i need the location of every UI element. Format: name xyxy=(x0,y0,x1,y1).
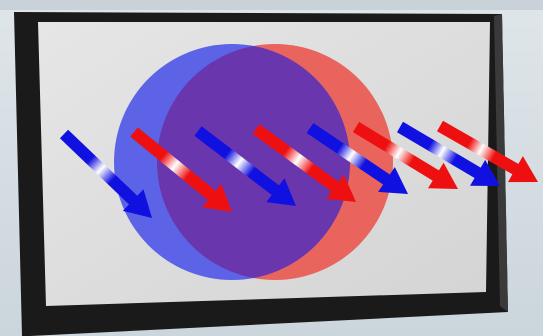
arrow xyxy=(252,124,356,202)
arrow xyxy=(397,121,500,186)
top-strip xyxy=(0,0,543,10)
arrow xyxy=(437,120,538,183)
overlap xyxy=(157,44,350,280)
arrow xyxy=(306,123,408,194)
arrow xyxy=(352,121,458,189)
arrow xyxy=(59,129,152,218)
arrow xyxy=(130,127,232,212)
arrow xyxy=(194,126,296,206)
screen-content xyxy=(59,44,538,280)
